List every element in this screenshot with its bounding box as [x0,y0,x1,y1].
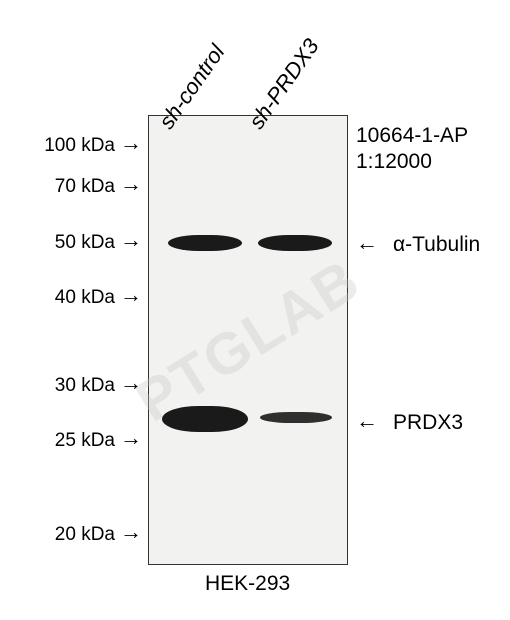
arrow-icon: ← [356,232,378,254]
western-blot-figure: PTGLAB sh-control sh-PRDX3 100 kDa → 70 … [0,0,510,620]
band-tubulin-knockdown [258,235,332,251]
arrow-icon: → [120,521,142,543]
blot-membrane [148,115,348,565]
antibody-dilution: 1:12000 [356,150,432,174]
mw-label-25: 25 kDa [25,430,115,452]
antibody-catalog: 10664-1-AP [356,124,468,148]
band-prdx3-knockdown [260,412,332,423]
mw-label-70: 70 kDa [25,176,115,198]
arrow-icon: → [120,284,142,306]
arrow-icon: → [120,173,142,195]
band-tubulin-control [168,235,242,251]
mw-label-30: 30 kDa [25,375,115,397]
mw-label-20: 20 kDa [25,524,115,546]
band-prdx3-control [162,406,248,432]
arrow-icon: → [120,427,142,449]
protein-label-prdx3: PRDX3 [393,411,463,435]
mw-label-40: 40 kDa [25,287,115,309]
arrow-icon: → [120,372,142,394]
mw-label-50: 50 kDa [25,232,115,254]
arrow-icon: → [120,132,142,154]
protein-label-tubulin: α-Tubulin [393,233,480,257]
cell-line-label: HEK-293 [205,572,290,596]
mw-label-100: 100 kDa [25,135,115,157]
arrow-icon: ← [356,410,378,432]
arrow-icon: → [120,229,142,251]
